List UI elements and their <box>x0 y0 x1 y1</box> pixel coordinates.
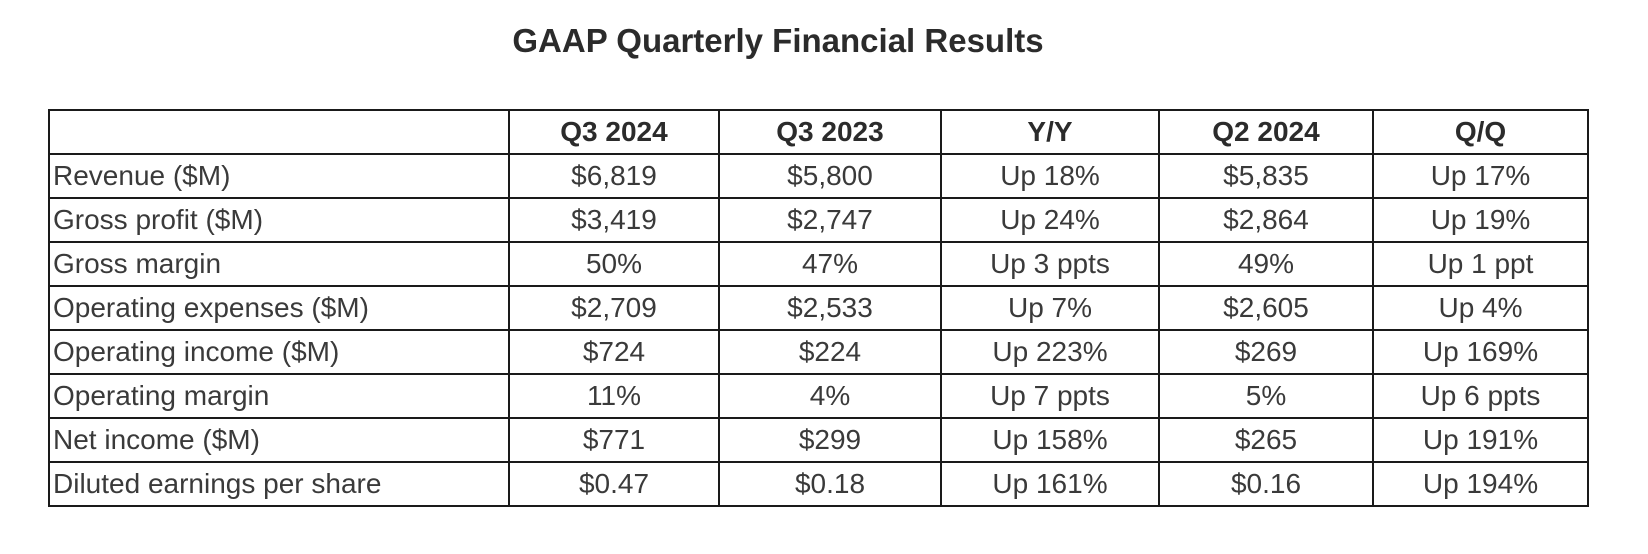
cell-value: $2,747 <box>718 197 942 243</box>
cell-value: $224 <box>718 329 942 375</box>
cell-value: Up 191% <box>1372 417 1589 463</box>
cell-value: 49% <box>1158 241 1374 287</box>
cell-value: $3,419 <box>508 197 720 243</box>
cell-value: Up 18% <box>940 153 1160 199</box>
cell-value: Up 223% <box>940 329 1160 375</box>
page-title: GAAP Quarterly Financial Results <box>512 22 1044 59</box>
table-body: Revenue ($M) $6,819 $5,800 Up 18% $5,835 Up 1… <box>48 153 1589 507</box>
cell-value: $0.18 <box>718 461 942 507</box>
cell-value: $0.47 <box>508 461 720 507</box>
row-label: Operating income ($M) <box>48 329 510 375</box>
cell-value: $269 <box>1158 329 1374 375</box>
row-label: Operating margin <box>48 373 510 419</box>
cell-value: $0.16 <box>1158 461 1374 507</box>
cell-value: Up 1 ppt <box>1372 241 1589 287</box>
column-header: Q2 2024 <box>1158 109 1374 155</box>
column-header: Q3 2024 <box>508 109 720 155</box>
table-row: Operating income ($M) $724 $224 Up 223% $269… <box>48 329 1589 375</box>
cell-value: $2,605 <box>1158 285 1374 331</box>
cell-value: 11% <box>508 373 720 419</box>
table-row: Operating margin 11% 4% Up 7 ppts 5% Up 6 ppt… <box>48 373 1589 419</box>
cell-value: $299 <box>718 417 942 463</box>
cell-value: 5% <box>1158 373 1374 419</box>
cell-value: $724 <box>508 329 720 375</box>
cell-value: Up 17% <box>1372 153 1589 199</box>
row-label: Diluted earnings per share <box>48 461 510 507</box>
cell-value: Up 169% <box>1372 329 1589 375</box>
cell-value: 4% <box>718 373 942 419</box>
row-label: Gross margin <box>48 241 510 287</box>
table-row: Operating expenses ($M) $2,709 $2,533 Up 7%… <box>48 285 1589 331</box>
cell-value: Up 19% <box>1372 197 1589 243</box>
cell-value: Up 161% <box>940 461 1160 507</box>
table-row: Gross profit ($M) $3,419 $2,747 Up 24% $2,86… <box>48 197 1589 243</box>
table-header: Q3 2024 Q3 2023 Y/Y Q2 2024 Q/Q <box>48 109 1589 155</box>
table-row: Gross margin 50% 47% Up 3 ppts 49% Up 1 ppt <box>48 241 1589 287</box>
cell-value: $265 <box>1158 417 1374 463</box>
table-header-row: Q3 2024 Q3 2023 Y/Y Q2 2024 Q/Q <box>48 109 1589 155</box>
cell-value: 47% <box>718 241 942 287</box>
column-header: Q3 2023 <box>718 109 942 155</box>
financial-results-table: Q3 2024 Q3 2023 Y/Y Q2 2024 Q/Q Revenue ($M)… <box>48 109 1589 507</box>
table-row: Net income ($M) $771 $299 Up 158% $265 Up 191… <box>48 417 1589 463</box>
cell-value: $6,819 <box>508 153 720 199</box>
cell-value: $771 <box>508 417 720 463</box>
row-label: Revenue ($M) <box>48 153 510 199</box>
cell-value: Up 4% <box>1372 285 1589 331</box>
cell-value: $2,533 <box>718 285 942 331</box>
cell-value: Up 24% <box>940 197 1160 243</box>
cell-value: Up 194% <box>1372 461 1589 507</box>
column-header: Y/Y <box>940 109 1160 155</box>
cell-value: $2,864 <box>1158 197 1374 243</box>
column-header-blank <box>48 109 510 155</box>
column-header: Q/Q <box>1372 109 1589 155</box>
cell-value: Up 3 ppts <box>940 241 1160 287</box>
cell-value: 50% <box>508 241 720 287</box>
table-row: Revenue ($M) $6,819 $5,800 Up 18% $5,835 Up 1… <box>48 153 1589 199</box>
row-label: Operating expenses ($M) <box>48 285 510 331</box>
cell-value: Up 6 ppts <box>1372 373 1589 419</box>
row-label: Net income ($M) <box>48 417 510 463</box>
cell-value: $5,800 <box>718 153 942 199</box>
cell-value: $2,709 <box>508 285 720 331</box>
cell-value: Up 158% <box>940 417 1160 463</box>
cell-value: Up 7% <box>940 285 1160 331</box>
table-row: Diluted earnings per share $0.47 $0.18 Up 1… <box>48 461 1589 507</box>
cell-value: Up 7 ppts <box>940 373 1160 419</box>
cell-value: $5,835 <box>1158 153 1374 199</box>
row-label: Gross profit ($M) <box>48 197 510 243</box>
